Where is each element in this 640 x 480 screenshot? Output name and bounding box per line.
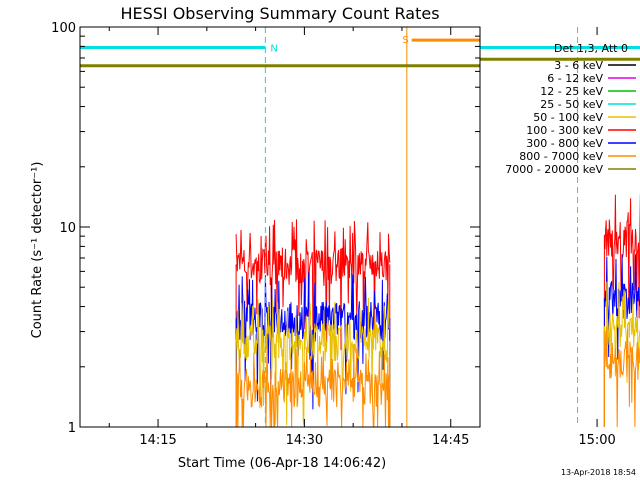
series-line (603, 254, 640, 360)
series-line (603, 326, 640, 428)
x-tick-label: 14:45 (432, 433, 469, 448)
legend-label: 12 - 25 keV (540, 85, 603, 98)
flag-label: S (402, 35, 408, 46)
footer-timestamp: 13-Apr-2018 18:54 (561, 468, 636, 477)
series-line (235, 294, 391, 426)
axis-ticks: 14:1514:3014:4515:0015:1515:3015:4511010… (51, 21, 616, 448)
plot-frame (79, 26, 481, 428)
series-line (235, 341, 391, 428)
legend-label: 7000 - 20000 keV (505, 163, 603, 176)
legend-label: 50 - 100 keV (533, 111, 603, 124)
x-axis-label: Start Time (06-Apr-18 14:06:42) (178, 456, 386, 471)
data-layer (235, 193, 640, 428)
series-line (603, 193, 640, 319)
x-tick-label: 14:30 (286, 433, 323, 448)
legend-label: 25 - 50 keV (540, 98, 603, 111)
series-line (235, 219, 391, 351)
legend-label: 800 - 7000 keV (519, 150, 603, 163)
chart-title: HESSI Observing Summary Count Rates (120, 4, 439, 23)
y-tick-label: 10 (59, 221, 76, 236)
y-axis-label: Count Rate (s⁻¹ detector⁻¹) (30, 162, 45, 339)
legend-header: Det 1,3, Att 0 (554, 42, 628, 55)
legend-label: 300 - 800 keV (526, 137, 603, 150)
flag-label: N (270, 43, 277, 54)
legend-label: 6 - 12 keV (547, 72, 603, 85)
legend-label: 3 - 6 keV (554, 59, 603, 72)
x-tick-label: 15:00 (578, 433, 615, 448)
y-tick-label: 1 (68, 421, 76, 436)
legend-label: 100 - 300 keV (526, 124, 603, 137)
x-tick-label: 14:15 (139, 433, 176, 448)
y-tick-label: 100 (51, 21, 76, 36)
